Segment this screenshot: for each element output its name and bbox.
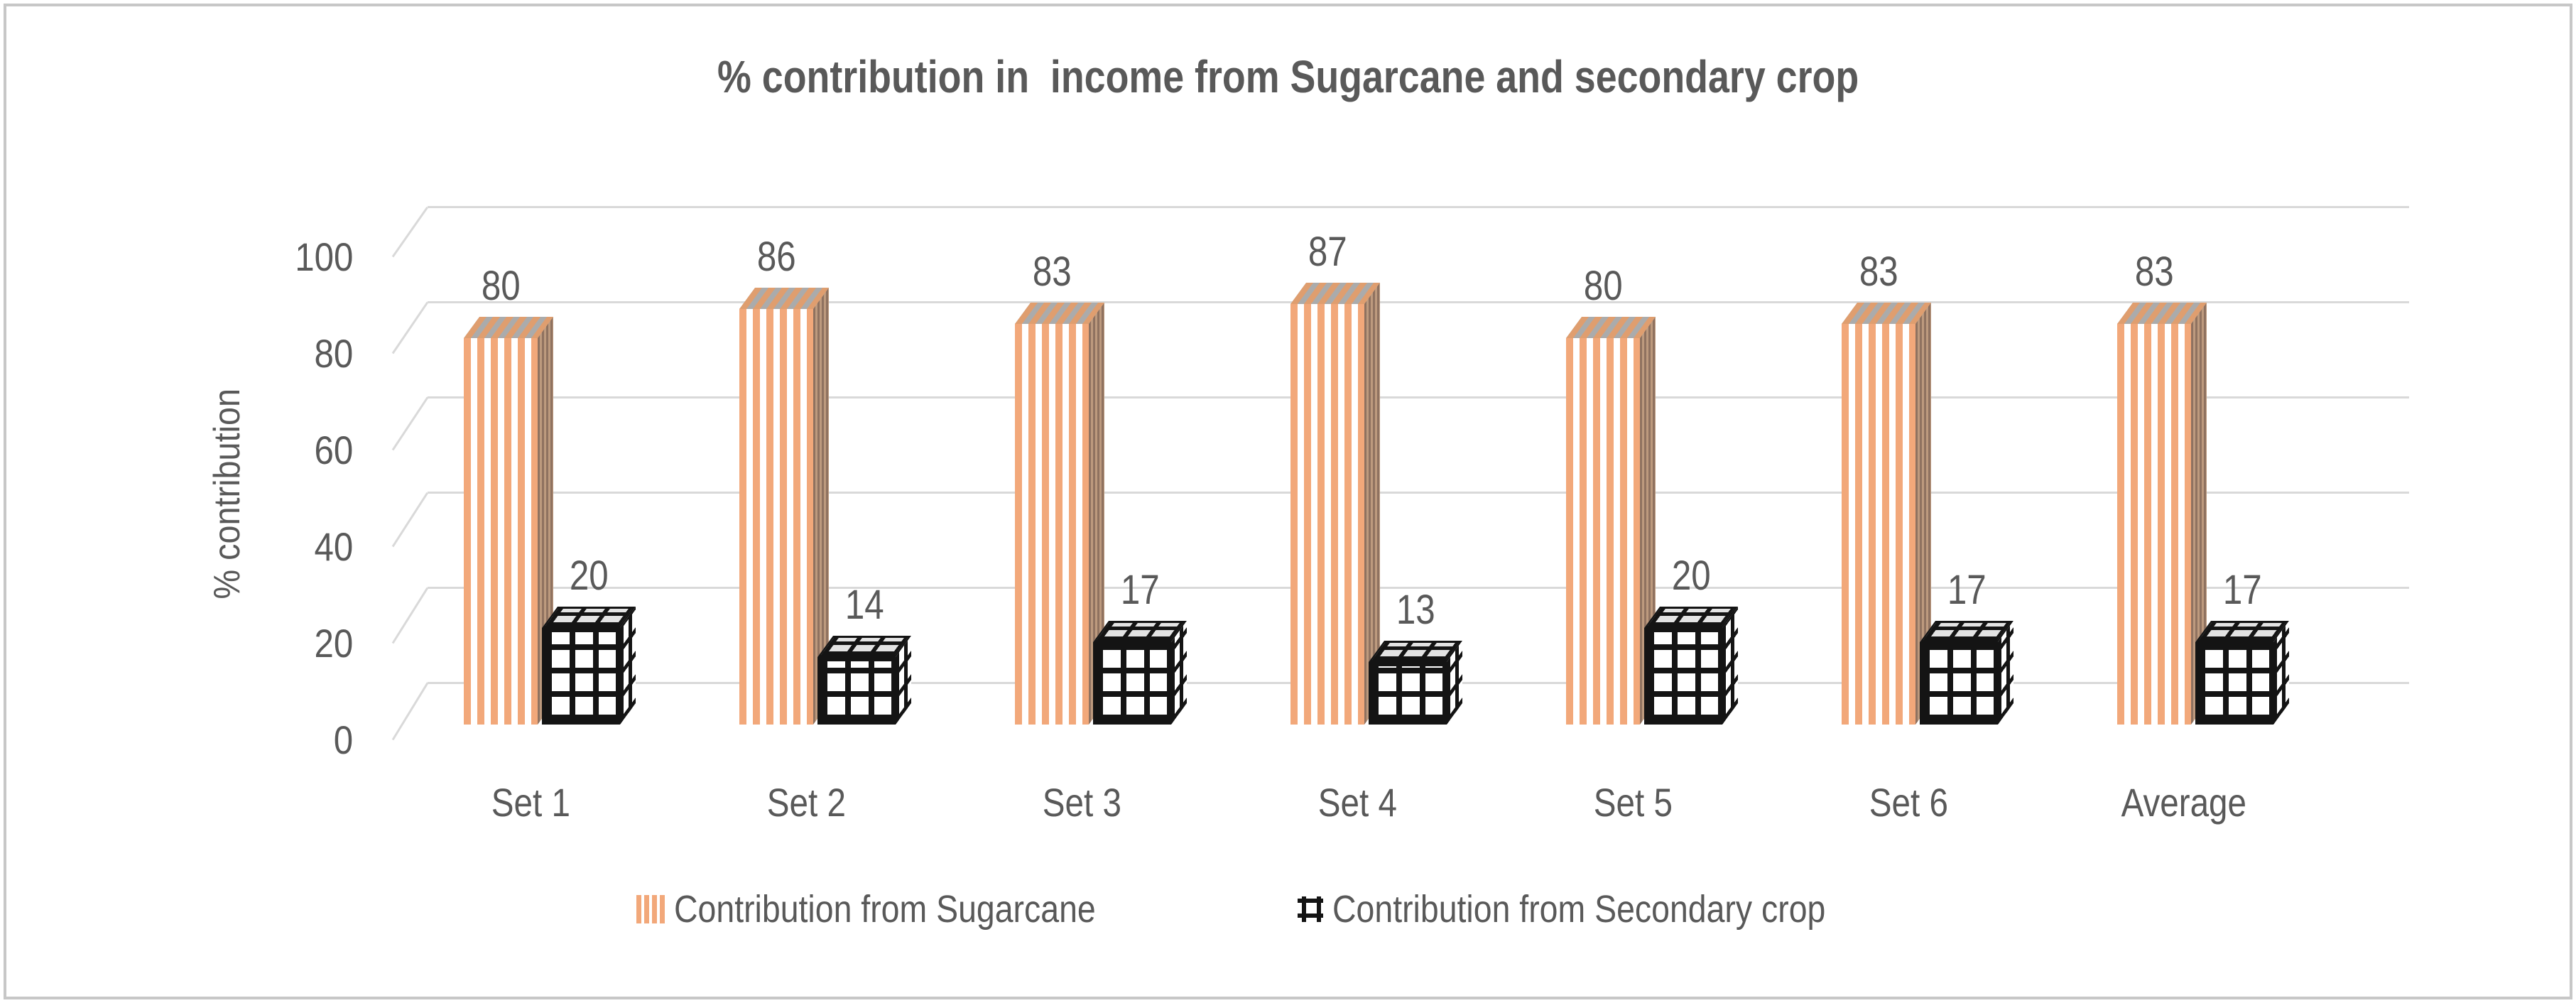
data-label-sugarcane-text: 80 [1583, 263, 1623, 309]
bar-secondary [1644, 628, 1722, 725]
x-category-label: Set 4 [1265, 781, 1450, 824]
data-label-secondary: 17 [1069, 568, 1211, 612]
data-label-sugarcane: 80 [430, 264, 572, 308]
x-category-label: Set 6 [1816, 781, 2001, 824]
x-category-label: Set 3 [989, 781, 1174, 824]
bar-secondary [1093, 642, 1171, 725]
y-tick-label-text: 100 [294, 234, 353, 279]
y-tick-label: 60 [190, 425, 353, 476]
data-label-sugarcane: 83 [1808, 248, 1950, 295]
y-tick-label: 40 [190, 521, 353, 573]
gridline [428, 492, 2409, 494]
bar-secondary-side [620, 606, 636, 725]
data-label-secondary: 17 [2171, 568, 2313, 612]
y-tick-label-text: 40 [314, 524, 353, 569]
data-label-secondary-text: 20 [569, 553, 609, 599]
y-tick-label-text: 0 [333, 717, 353, 762]
gridline-connector [391, 396, 429, 451]
data-label-secondary: 20 [1620, 554, 1762, 598]
gridline [428, 587, 2409, 589]
chart-title-text: % contribution in income from Sugarcane … [717, 51, 1859, 102]
x-category-label: Set 1 [438, 781, 623, 824]
bar-secondary [2195, 642, 2273, 725]
chart-title: % contribution in income from Sugarcane … [0, 45, 2576, 108]
data-label-sugarcane: 87 [1256, 230, 1398, 274]
data-label-sugarcane-text: 80 [481, 263, 521, 309]
data-label-sugarcane: 86 [705, 235, 847, 279]
y-tick-label-text: 60 [314, 428, 353, 472]
gridline [428, 206, 2409, 208]
data-label-sugarcane-text: 87 [1308, 229, 1347, 276]
gridline [428, 301, 2409, 303]
gridline-connector [391, 587, 429, 644]
y-tick-label: 80 [190, 328, 353, 379]
data-label-secondary: 13 [1344, 586, 1487, 633]
data-label-secondary-text: 14 [844, 581, 884, 628]
bar-secondary-side [1722, 606, 1738, 725]
bar-sugarcane [1015, 323, 1089, 725]
data-label-secondary: 14 [793, 581, 935, 628]
bar-sugarcane [1842, 323, 1915, 725]
bar-sugarcane [2117, 323, 2191, 725]
y-tick-label: 0 [190, 715, 353, 766]
data-label-sugarcane-text: 86 [756, 234, 796, 281]
data-label-secondary: 17 [1896, 568, 2038, 612]
x-category-label-text: Average [2121, 780, 2247, 825]
x-category-label-text: Set 3 [1042, 780, 1121, 825]
y-tick-label-text: 20 [314, 621, 353, 666]
x-category-label-text: Set 1 [491, 780, 570, 825]
bar-secondary [817, 656, 896, 725]
gridline-connector [391, 682, 429, 741]
x-category-label: Average [2092, 781, 2276, 824]
x-category-label-text: Set 2 [766, 780, 846, 825]
gridline [428, 396, 2409, 399]
bar-secondary [542, 628, 620, 725]
y-tick-label: 100 [190, 232, 353, 283]
y-tick-label: 20 [190, 618, 353, 669]
data-label-secondary: 20 [518, 554, 660, 598]
gridline-connector [391, 206, 429, 258]
data-label-secondary-text: 13 [1396, 586, 1435, 633]
x-category-label: Set 2 [714, 781, 898, 824]
x-category-label-text: Set 6 [1869, 780, 1948, 825]
gridline-connector [391, 301, 429, 354]
data-label-sugarcane: 83 [981, 248, 1123, 295]
y-tick-label-text: 80 [314, 331, 353, 376]
bar-sugarcane [1290, 304, 1364, 725]
data-label-sugarcane-text: 83 [1859, 248, 1898, 295]
data-label-secondary-text: 17 [1947, 567, 1987, 614]
data-label-sugarcane: 83 [2083, 248, 2225, 295]
bar-sugarcane [739, 309, 813, 725]
bar-sugarcane [464, 338, 538, 725]
bar-secondary [1369, 661, 1447, 725]
data-label-sugarcane: 80 [1532, 264, 1674, 308]
x-category-label-text: Set 5 [1593, 780, 1673, 825]
data-label-sugarcane-text: 83 [2134, 248, 2174, 295]
data-label-secondary-text: 20 [1671, 553, 1711, 599]
data-label-sugarcane-text: 83 [1032, 248, 1072, 295]
data-label-secondary-text: 17 [2222, 567, 2262, 614]
bar-sugarcane [1566, 338, 1640, 725]
bar-secondary [1920, 642, 1998, 725]
x-category-label-text: Set 4 [1317, 780, 1397, 825]
x-category-label: Set 5 [1540, 781, 1725, 824]
data-label-secondary-text: 17 [1120, 567, 1160, 614]
gridline-connector [391, 492, 429, 548]
